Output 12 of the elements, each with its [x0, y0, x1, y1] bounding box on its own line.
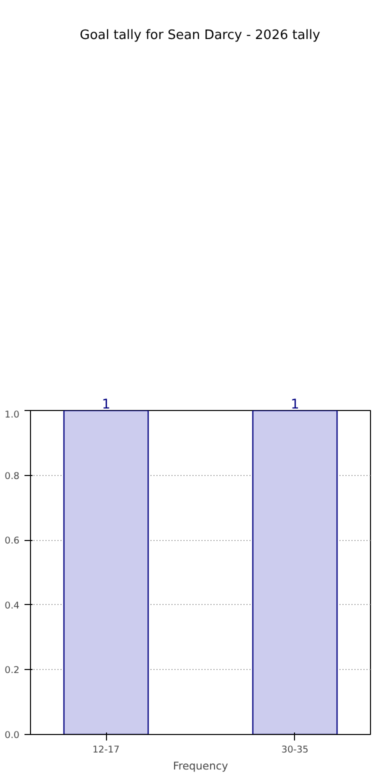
x-axis-title: Frequency [172, 760, 228, 772]
y-tick-label: 1.0 [4, 410, 20, 420]
x-tick-label: 30-35 [281, 744, 309, 756]
y-tick-label: 0.6 [4, 536, 20, 547]
y-tick-label: 0.0 [4, 730, 20, 741]
y-tick-label: 0.8 [4, 470, 20, 482]
x-tick-label: 12-17 [92, 744, 120, 756]
chart-title: Goal tally for Sean Darcy - 2026 tally [80, 27, 320, 45]
y-tick-label: 0.2 [4, 665, 20, 676]
data-label: 1 [102, 397, 110, 412]
data-label: 1 [290, 397, 300, 412]
y-tick-label: 0.4 [4, 600, 20, 612]
